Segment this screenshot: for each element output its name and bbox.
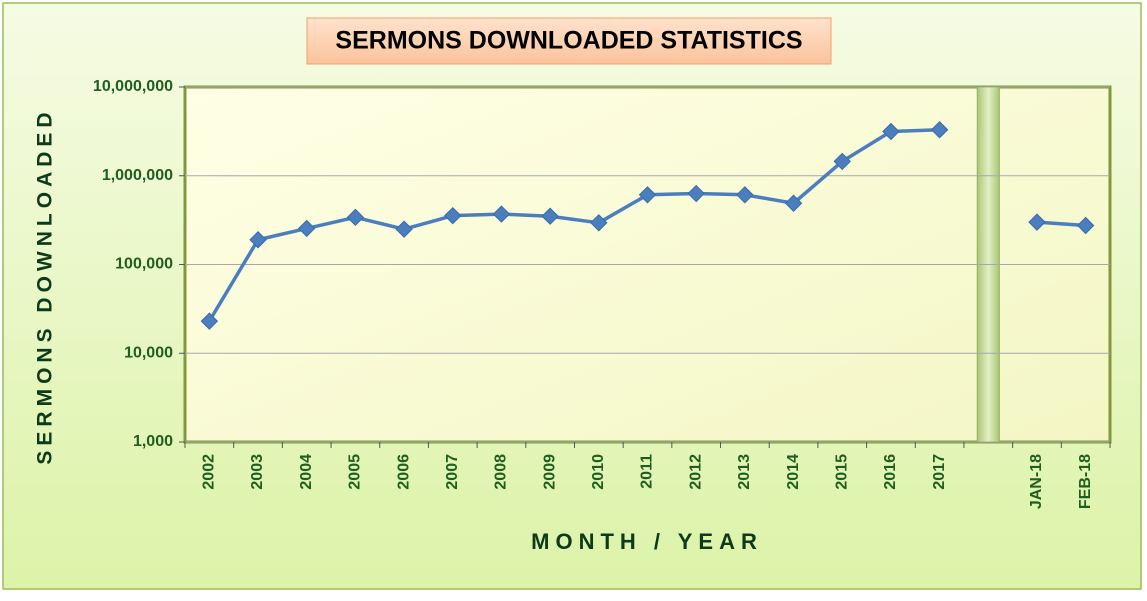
data-point (249, 231, 267, 249)
x-tick-label: 2009 (541, 454, 558, 490)
x-tick-label: 2013 (736, 454, 753, 490)
x-tick-label: 2016 (882, 454, 899, 490)
data-point (687, 184, 705, 203)
y-tick-label: 10,000,000 (93, 78, 173, 95)
x-tick-label: 2010 (590, 454, 607, 490)
x-tick-label: 2003 (249, 454, 266, 490)
data-point (736, 186, 754, 204)
x-tick-label: 2005 (347, 454, 364, 490)
y-tick-label: 1,000,000 (102, 167, 173, 184)
data-point (444, 206, 462, 225)
x-tick-label: 2002 (201, 454, 218, 490)
y-axis-title: SERMONS DOWNLOADED (34, 107, 57, 464)
chart-title: SERMONS DOWNLOADED STATISTICS (335, 27, 802, 55)
data-point (395, 220, 413, 238)
data-point (1076, 216, 1095, 235)
x-tick-label: 2012 (687, 454, 704, 490)
x-tick-label: 2015 (833, 454, 850, 490)
data-point (784, 194, 803, 212)
x-tick-label: 2006 (395, 454, 412, 490)
y-tick-label: 1,000 (133, 433, 173, 450)
title-box (306, 17, 832, 65)
x-tick-label: 2011 (639, 454, 656, 489)
x-tick-label: FEB-18 (1077, 454, 1094, 509)
data-point (541, 207, 559, 225)
data-point (346, 208, 365, 227)
x-axis-title: MONTH / YEAR (531, 529, 763, 554)
x-tick-label: 2017 (931, 454, 948, 490)
data-point (200, 312, 219, 330)
x-tick-label: 2004 (298, 454, 315, 490)
data-point (930, 121, 949, 139)
data-point (492, 205, 511, 223)
data-point (638, 186, 657, 204)
y-tick-label: 10,000 (124, 344, 173, 361)
data-point (833, 152, 851, 171)
data-point (298, 219, 316, 238)
data-point (1028, 213, 1046, 231)
x-tick-label: JAN-18 (1028, 454, 1045, 509)
data-point (590, 214, 608, 232)
y-tick-label: 100,000 (115, 256, 173, 273)
x-tick-label: 2008 (493, 454, 510, 490)
x-tick-label: 2007 (444, 454, 461, 490)
x-tick-label: 2014 (785, 454, 802, 490)
data-point (882, 122, 900, 141)
